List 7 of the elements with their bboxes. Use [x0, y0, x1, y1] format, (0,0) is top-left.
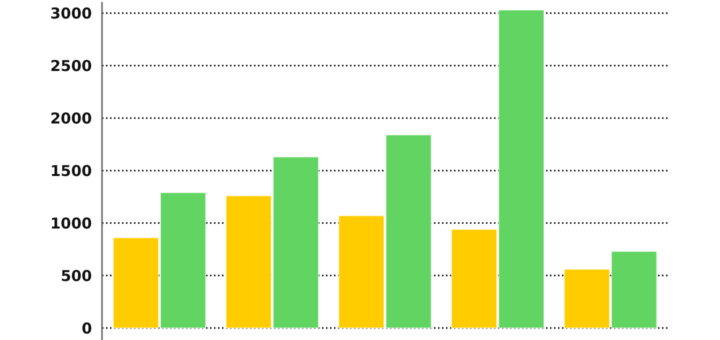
y-tick-label: 3000: [50, 4, 92, 22]
y-tick-label: 0: [82, 319, 92, 338]
y-tick-label: 2000: [50, 109, 92, 128]
y-tick-label: 1000: [50, 214, 92, 232]
y-tick-label: 1500: [50, 162, 92, 180]
y-tick-label: 2500: [50, 56, 92, 75]
y-tick-label: 500: [60, 266, 92, 285]
